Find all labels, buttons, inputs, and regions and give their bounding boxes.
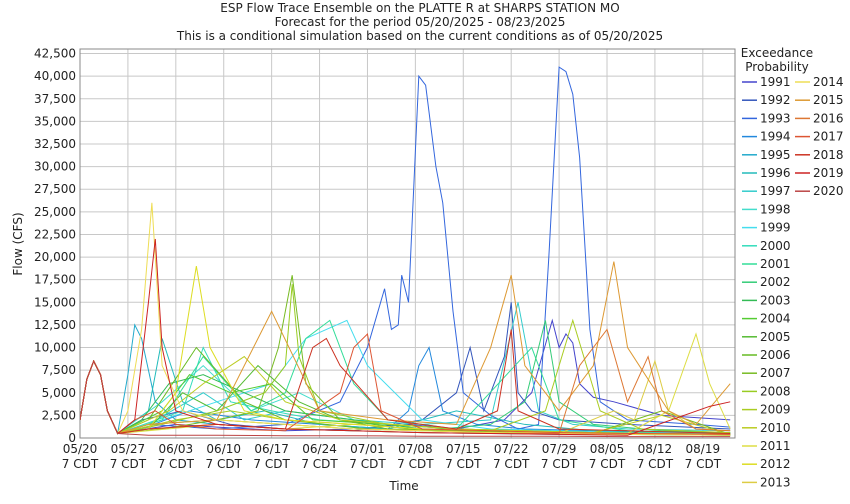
x-tick-label: 05/20 7 CDT: [62, 442, 99, 471]
legend-title: Exceedance: [741, 46, 813, 60]
y-tick-label: 7,500: [42, 363, 76, 377]
y-tick-label: 25,000: [34, 205, 76, 219]
legend-label: 1995: [760, 148, 791, 162]
legend-label: 2014: [813, 75, 844, 89]
series-line: [80, 318, 731, 435]
x-axis-label: Time: [388, 479, 418, 493]
series-line: [80, 319, 731, 435]
y-tick-label: 32,500: [34, 137, 76, 151]
legend-label: 2010: [760, 421, 791, 435]
x-tick-label: 07/22 7 CDT: [493, 442, 530, 471]
legend-label: 2000: [760, 239, 791, 253]
y-axis-label: Flow (CFS): [11, 212, 25, 275]
legend-label: 1996: [760, 166, 791, 180]
x-tick-label: 07/01 7 CDT: [349, 442, 386, 471]
x-tick-label: 07/29 7 CDT: [541, 442, 578, 471]
legend-label: 1991: [760, 75, 791, 89]
x-tick-label: 07/15 7 CDT: [445, 442, 482, 471]
series-line: [80, 319, 731, 435]
legend-label: 2002: [760, 275, 791, 289]
chart-title: ESP Flow Trace Ensemble on the PLATTE R …: [220, 1, 619, 15]
series-line: [80, 320, 731, 435]
series-line: [80, 359, 731, 438]
legend-label: 1997: [760, 184, 791, 198]
y-tick-label: 42,500: [34, 47, 76, 61]
series-line: [80, 318, 731, 435]
legend-label: 1994: [760, 130, 791, 144]
legend-label: 2009: [760, 403, 791, 417]
series-line: [80, 238, 731, 436]
chart-subtitle: This is a conditional simulation based o…: [176, 29, 663, 43]
x-tick-label: 06/17 7 CDT: [253, 442, 290, 471]
series-line: [80, 66, 731, 435]
y-tick-label: 22,500: [34, 227, 76, 241]
y-tick-label: 10,000: [34, 341, 76, 355]
legend-label: 2016: [813, 111, 844, 125]
legend-label: 2005: [760, 330, 791, 344]
legend-label: 2018: [813, 148, 844, 162]
legend-label: 1999: [760, 221, 791, 235]
y-tick-label: 15,000: [34, 295, 76, 309]
legend-label: 2007: [760, 366, 791, 380]
y-tick-label: 2,500: [42, 408, 76, 422]
legend-label: 1998: [760, 202, 791, 216]
legend-label: 2003: [760, 293, 791, 307]
legend-label: 2019: [813, 166, 844, 180]
y-tick-label: 17,500: [34, 273, 76, 287]
x-tick-label: 06/10 7 CDT: [206, 442, 243, 471]
chart-subtitle: Forecast for the period 05/20/2025 - 08/…: [275, 15, 566, 29]
y-tick-label: 35,000: [34, 114, 76, 128]
legend-title: Probability: [745, 60, 808, 74]
x-tick-label: 07/08 7 CDT: [397, 442, 434, 471]
x-tick-label: 08/19 7 CDT: [685, 442, 722, 471]
legend-label: 2006: [760, 348, 791, 362]
legend-label: 1992: [760, 93, 791, 107]
legend-label: 2001: [760, 257, 791, 271]
legend-label: 2012: [760, 457, 791, 471]
y-tick-label: 27,500: [34, 182, 76, 196]
legend-label: 1993: [760, 111, 791, 125]
legend-label: 2008: [760, 384, 791, 398]
x-tick-label: 06/03 7 CDT: [158, 442, 195, 471]
y-tick-label: 5,000: [42, 386, 76, 400]
y-tick-label: 40,000: [34, 69, 76, 83]
legend-label: 2013: [760, 475, 791, 489]
x-tick-label: 08/12 7 CDT: [637, 442, 674, 471]
y-tick-label: 37,500: [34, 92, 76, 106]
legend-label: 2011: [760, 439, 791, 453]
y-tick-label: 12,500: [34, 318, 76, 332]
legend-label: 2017: [813, 130, 844, 144]
y-tick-label: 0: [68, 431, 76, 445]
y-tick-label: 30,000: [34, 160, 76, 174]
series-line: [80, 266, 731, 435]
x-tick-label: 08/05 7 CDT: [589, 442, 626, 471]
y-tick-label: 20,000: [34, 250, 76, 264]
series-line: [80, 202, 731, 436]
x-tick-label: 06/24 7 CDT: [301, 442, 338, 471]
legend-label: 2004: [760, 312, 791, 326]
legend-label: 2020: [813, 184, 844, 198]
legend-label: 2015: [813, 93, 844, 107]
plot-frame: [79, 48, 736, 439]
x-tick-label: 05/27 7 CDT: [110, 442, 147, 471]
